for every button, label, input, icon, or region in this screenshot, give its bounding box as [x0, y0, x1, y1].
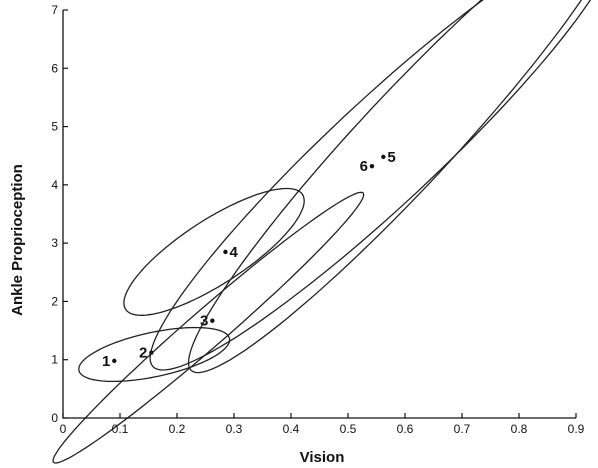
- point-label-5: 5: [387, 149, 395, 166]
- y-tick-label: 1: [51, 353, 58, 367]
- point-label-3: 3: [200, 313, 208, 330]
- point-label-1: 1: [102, 353, 110, 370]
- data-point-1: [112, 358, 117, 364]
- y-tick-label: 2: [51, 294, 58, 308]
- data-point-6: [369, 164, 375, 169]
- data-point-3: [210, 318, 215, 323]
- ellipse-2: [52, 191, 365, 464]
- y-tick-label: 0: [51, 411, 58, 425]
- y-tick-label: 6: [51, 61, 58, 75]
- ellipse-3: [123, 187, 305, 316]
- y-tick-label: 5: [51, 120, 58, 134]
- x-tick-label: 0.6: [397, 422, 414, 436]
- x-tick-label: 0: [60, 422, 67, 436]
- point-label-2: 2: [139, 345, 147, 362]
- y-tick-label: 7: [51, 3, 58, 17]
- x-axis-title: Vision: [300, 449, 345, 466]
- x-tick-label: 0.7: [454, 422, 471, 436]
- ellipse-4: [149, 0, 592, 371]
- data-point-4: [223, 249, 228, 255]
- ellipse-5: [187, 0, 583, 374]
- data-point-2: [149, 350, 154, 355]
- point-label-6: 6: [360, 158, 368, 175]
- data-points: 1 2 3 4 5 6: [102, 149, 396, 370]
- y-axis-title: Ankle Proprioception: [9, 164, 26, 316]
- x-tick-label: 0.1: [112, 422, 129, 436]
- x-tick-label: 0.3: [226, 422, 243, 436]
- ellipse-1: [78, 326, 231, 383]
- x-tick-label: 0.9: [568, 422, 585, 436]
- x-tick-label: 0.4: [283, 422, 300, 436]
- data-point-5: [381, 154, 386, 160]
- axes: 0 0.1 0.2 0.3 0.4 0.5 0.6 0.7 0.8 0.9 0 1 2 3 4 5 6 7: [51, 3, 584, 436]
- x-tick-label: 0.5: [340, 422, 357, 436]
- x-tick-label: 0.8: [511, 422, 528, 436]
- point-label-4: 4: [229, 244, 238, 261]
- y-tick-label: 4: [51, 178, 58, 192]
- x-tick-label: 0.2: [169, 422, 186, 436]
- y-tick-label: 3: [51, 236, 58, 250]
- confidence-ellipses: [52, 0, 592, 464]
